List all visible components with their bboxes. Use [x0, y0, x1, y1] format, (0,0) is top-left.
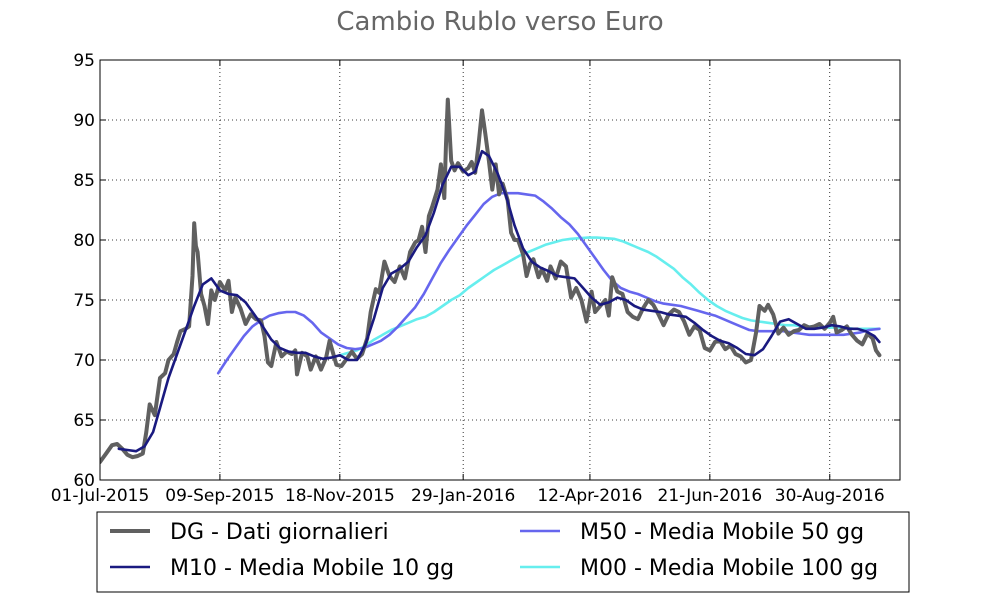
x-tick-label: 12-Apr-2016: [537, 486, 642, 506]
legend-label-m50: M50 - Media Mobile 50 gg: [580, 520, 864, 545]
legend-box: [96, 511, 910, 593]
legend-label-m00: M00 - Media Mobile 100 gg: [580, 556, 878, 581]
x-tick-label: 01-Jul-2015: [51, 486, 150, 506]
y-tick-label: 95: [73, 51, 95, 71]
legend: DG - Dati giornalieri M10 - Media Mobile …: [96, 511, 910, 593]
x-tick-label: 29-Jan-2016: [411, 486, 515, 506]
series-line-m00: [338, 236, 881, 357]
legend-label-dg: DG - Dati giornalieri: [170, 520, 389, 545]
x-tick-label: 30-Aug-2016: [775, 486, 885, 506]
x-tick-label: 21-Jun-2016: [658, 486, 763, 506]
axis-ticks: 60 65 70 75 80 85 90 95 01-Jul-2015 09-Sep-2015 18…: [51, 51, 900, 506]
legend-label-m10: M10 - Media Mobile 10 gg: [170, 556, 454, 581]
x-tick-label: 09-Sep-2015: [165, 486, 274, 506]
series-line-dg: [100, 97, 882, 464]
y-tick-label: 90: [73, 111, 95, 131]
x-tick-label: 18-Nov-2015: [285, 486, 395, 506]
series-layer: [100, 97, 882, 464]
y-tick-label: 85: [73, 171, 95, 191]
plot-frame: [99, 59, 901, 481]
series-line-m10: [117, 149, 881, 453]
y-tick-label: 75: [73, 291, 95, 311]
series-line-m50: [216, 191, 881, 375]
y-tick-label: 70: [73, 351, 95, 371]
y-tick-label: 80: [73, 231, 95, 251]
y-tick-label: 65: [73, 411, 95, 431]
y-tick-label: 60: [73, 471, 95, 491]
chart-title: Cambio Rublo verso Euro: [336, 7, 663, 37]
